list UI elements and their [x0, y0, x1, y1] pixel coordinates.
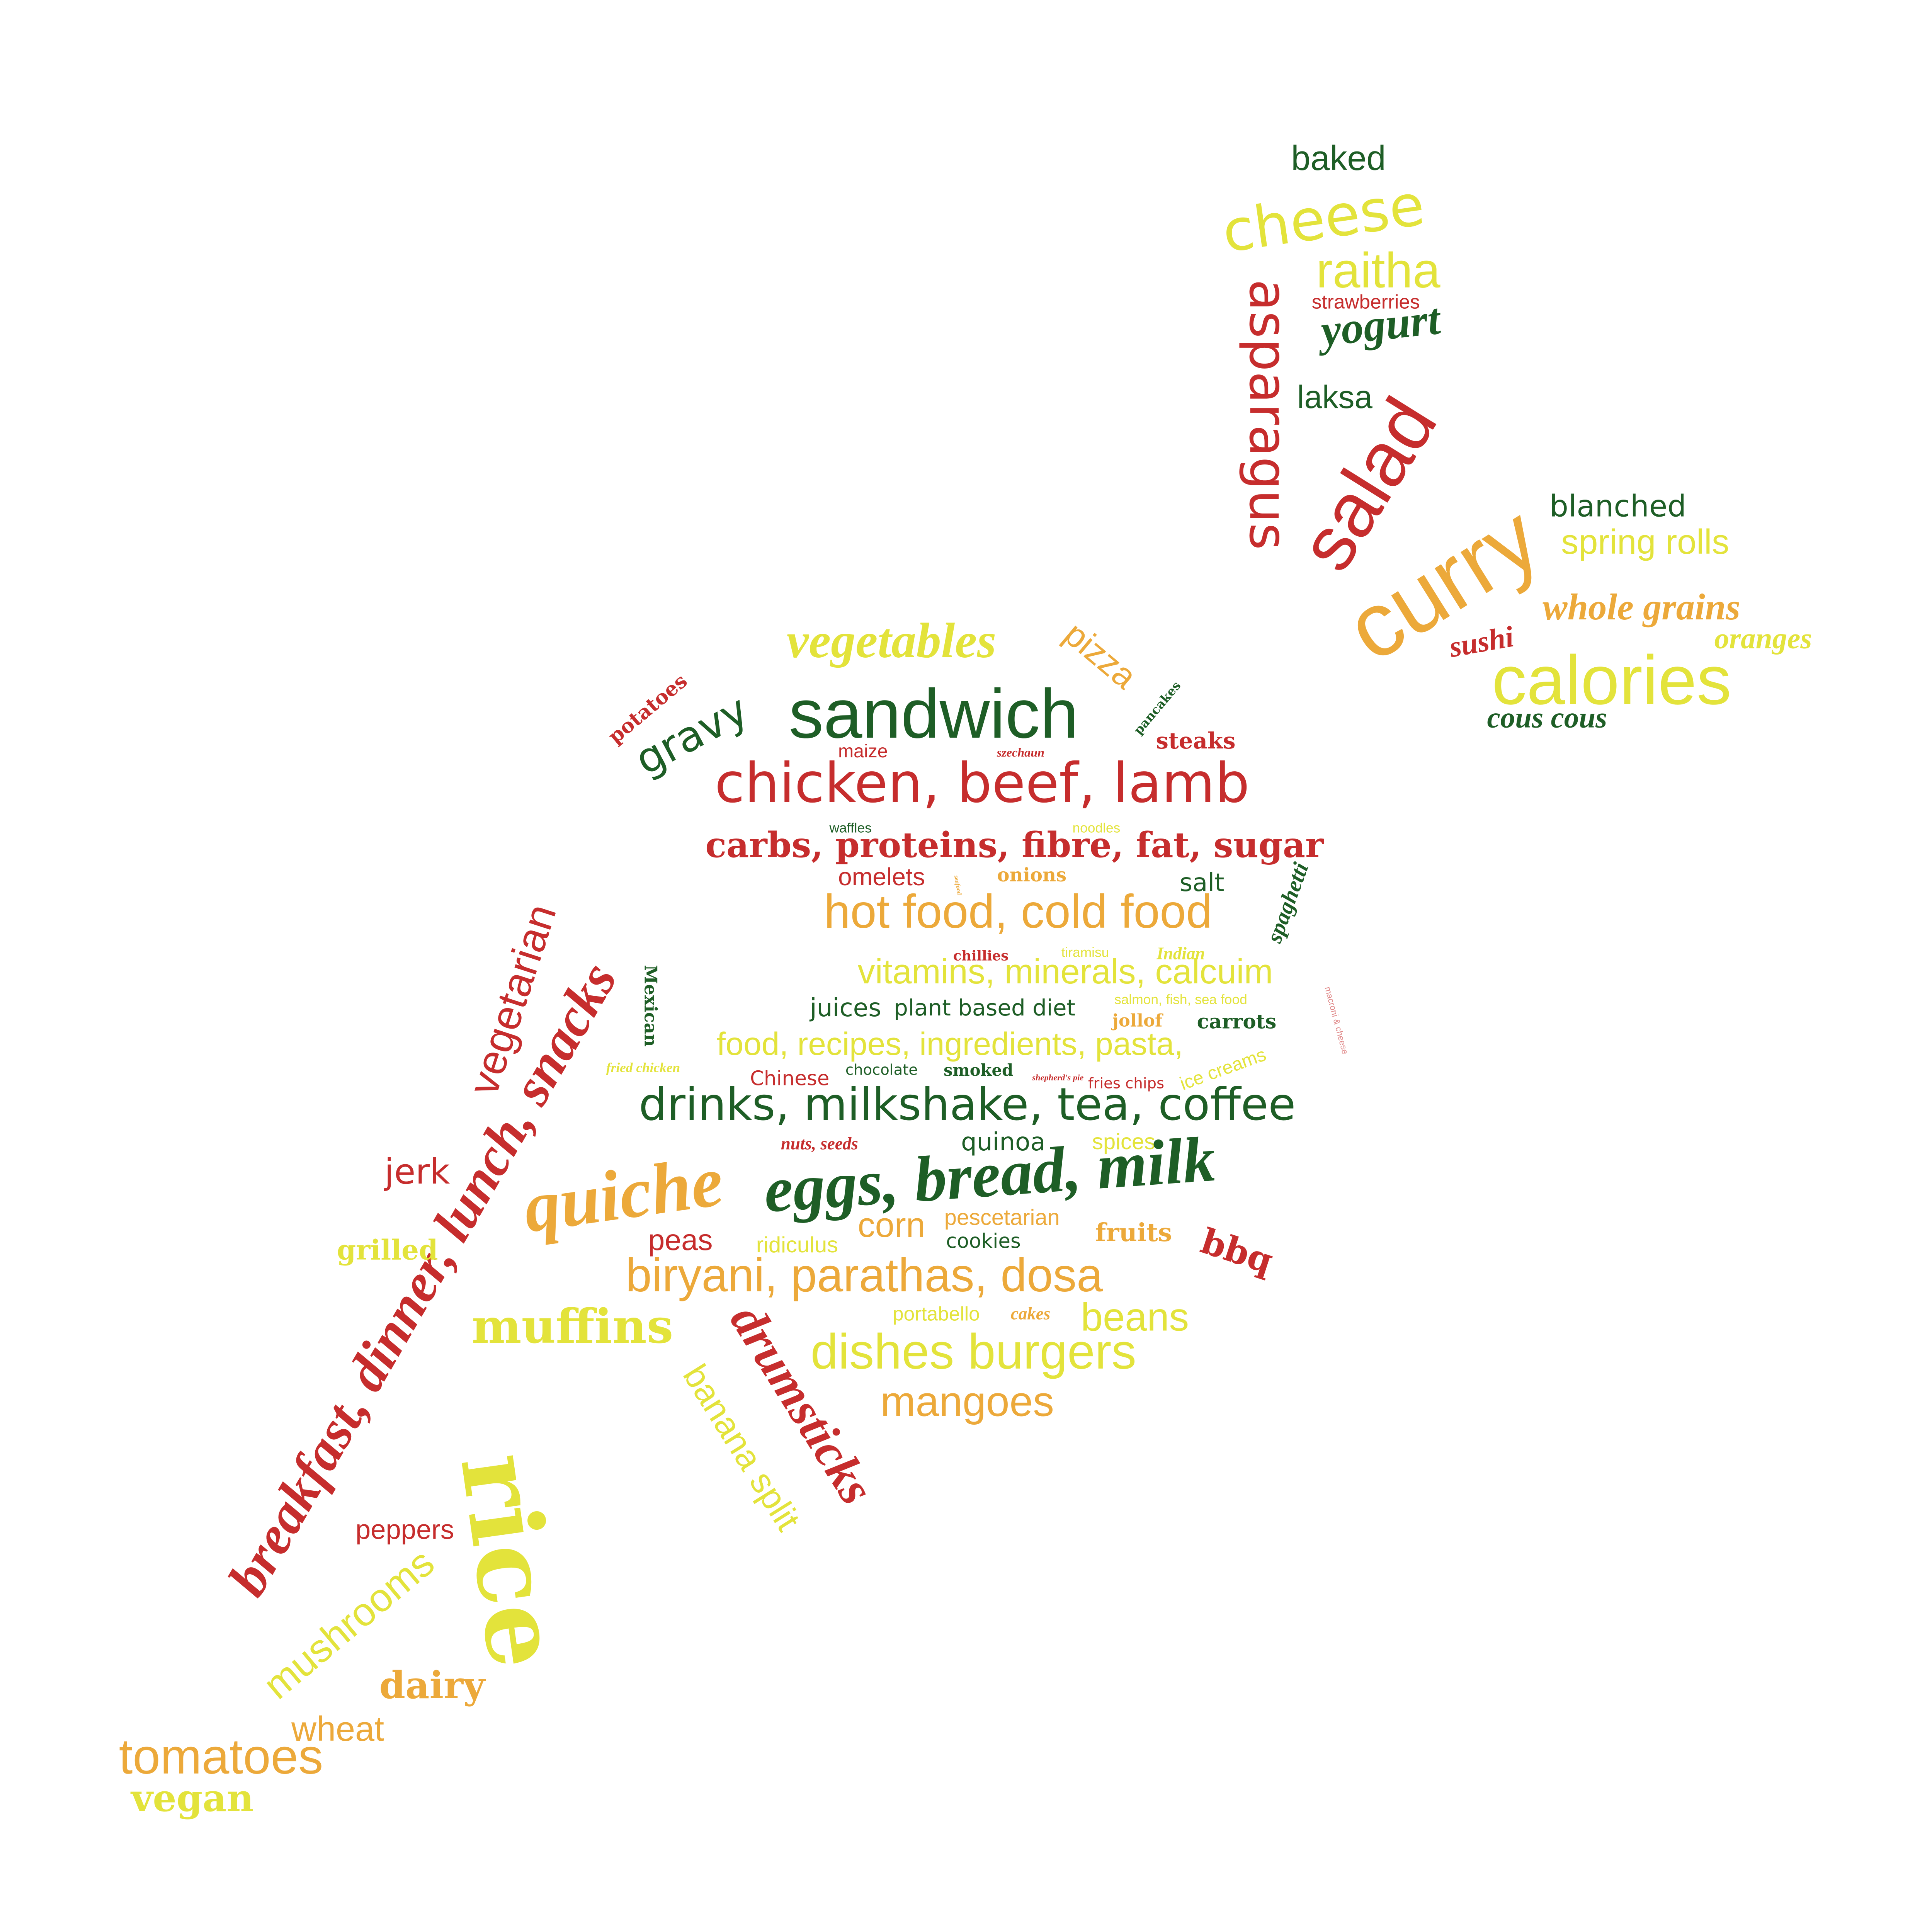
word-grilled: grilled	[337, 1234, 438, 1266]
word-bbq: bbq	[1196, 1221, 1278, 1282]
word-carrots: carrots	[1197, 1010, 1277, 1033]
word-smoked: smoked	[943, 1061, 1014, 1080]
word-calories: calories	[1492, 641, 1731, 719]
word-mangoes: mangoes	[880, 1378, 1054, 1425]
word-corn: corn	[857, 1206, 925, 1245]
word-chinese: Chinese	[750, 1067, 830, 1090]
word-spices: spices	[1092, 1129, 1156, 1155]
word-jerk: jerk	[384, 1151, 450, 1192]
word-juices: juices	[810, 993, 881, 1023]
word-onions: onions	[997, 864, 1067, 886]
word-strawberries: strawberries	[1311, 290, 1420, 313]
word-raitha: raitha	[1316, 243, 1440, 298]
word-carbs-proteins-fibre-fat-sugar: carbs, proteins, fibre, fat, sugar	[705, 825, 1324, 866]
word-vegan: vegan	[131, 1776, 254, 1820]
word-szechaun: szechaun	[997, 745, 1044, 760]
word-waffles: waffles	[829, 820, 872, 836]
word-food-recipes-ingredients-pasta: food, recipes, ingredients, pasta,	[716, 1026, 1183, 1062]
word-fruits: fruits	[1095, 1218, 1172, 1247]
word-laksa: laksa	[1297, 379, 1372, 415]
word-nuts-seeds: nuts, seeds	[781, 1134, 858, 1153]
word-oranges: oranges	[1714, 621, 1812, 655]
word-blanched: blanched	[1549, 489, 1687, 524]
word-spring-rolls: spring rolls	[1561, 523, 1730, 562]
word-fried-chicken: fried chicken	[606, 1060, 680, 1075]
word-vegetables: vegetables	[787, 612, 997, 668]
word-portabello: portabello	[892, 1302, 980, 1325]
word-yogurt: yogurt	[1319, 294, 1443, 356]
word-baked: baked	[1291, 139, 1386, 178]
word-shepherd-s-pie: shepherd's pie	[1032, 1072, 1084, 1082]
word-sandwich: sandwich	[789, 675, 1079, 753]
word-asparagus: asparagus	[1238, 279, 1299, 550]
word-tiramisu: tiramisu	[1061, 944, 1109, 960]
word-quinoa: quinoa	[961, 1128, 1046, 1157]
word-peppers: peppers	[355, 1514, 454, 1545]
word-fries-chips: fries chips	[1088, 1075, 1165, 1092]
word-beans: beans	[1080, 1294, 1189, 1339]
word-wheat: wheat	[291, 1710, 384, 1749]
word-salmon-fish-sea-food: salmon, fish, sea food	[1114, 992, 1247, 1007]
word-maize: maize	[838, 740, 888, 762]
word-vitamins-minerals-calcuim: vitamins, minerals, calcuim	[857, 952, 1273, 992]
word-chocolate: chocolate	[845, 1061, 918, 1079]
word-whole-grains: whole grains	[1543, 586, 1740, 628]
word-muffins: muffins	[471, 1298, 673, 1354]
word-indian: Indian	[1156, 944, 1205, 963]
word-jollof: jollof	[1112, 1010, 1163, 1031]
word-rice: rice	[438, 1447, 583, 1675]
word-dishes-burgers: dishes burgers	[810, 1324, 1136, 1380]
word-omelets: omelets	[838, 862, 925, 891]
word-peas: peas	[648, 1223, 713, 1257]
word-steaks: steaks	[1156, 728, 1236, 754]
word-noodles: noodles	[1072, 820, 1121, 836]
word-chillies: chillies	[953, 948, 1009, 964]
word-chicken-beef-lamb: chicken, beef, lamb	[714, 751, 1250, 815]
word-spaghetti: spaghetti	[1261, 859, 1314, 946]
word-tomatoes: tomatoes	[119, 1729, 323, 1784]
word-salt: salt	[1179, 868, 1225, 897]
word-hot-food-cold-food: hot food, cold food	[824, 884, 1213, 938]
word-biryani-parathas-dosa: biryani, parathas, dosa	[625, 1248, 1103, 1302]
word-cookies: cookies	[946, 1230, 1021, 1253]
word-drinks-milkshake-tea-coffee: drinks, milkshake, tea, coffee	[638, 1079, 1296, 1131]
word-cakes: cakes	[1010, 1304, 1051, 1323]
word-breakfast-dinner-lunch-snacks: breakfast, dinner, lunch, snacks	[216, 952, 628, 1606]
word-pescetarian: pescetarian	[944, 1205, 1060, 1230]
word-dairy: dairy	[379, 1663, 485, 1707]
word-mexican: Mexican	[640, 965, 661, 1047]
word-cous-cous: cous cous	[1487, 701, 1607, 734]
word-ridiculus: ridiculus	[756, 1233, 838, 1258]
word-macroni-cheese: macroni & cheese	[1322, 986, 1350, 1056]
word-plant-based-diet: plant based diet	[894, 995, 1076, 1021]
